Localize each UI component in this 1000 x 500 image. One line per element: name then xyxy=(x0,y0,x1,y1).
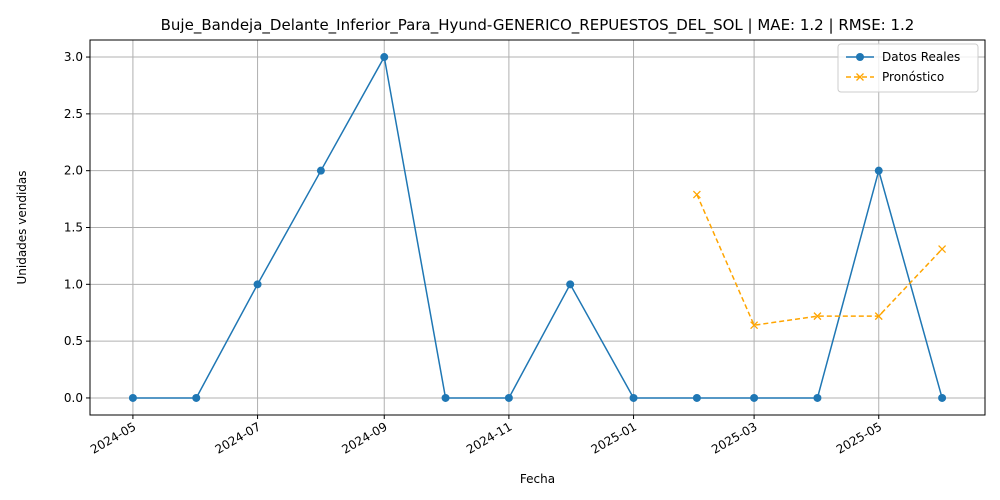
legend-item-pronostico: Pronóstico xyxy=(846,70,944,84)
y-axis-label: Unidades vendidas xyxy=(15,170,29,284)
series-layer xyxy=(128,53,947,402)
data-point xyxy=(192,393,201,402)
y-tick-label: 1.5 xyxy=(64,221,83,235)
legend-item-datos-reales: Datos Reales xyxy=(846,50,960,64)
series-pronostico xyxy=(692,190,947,330)
legend-box xyxy=(837,43,979,93)
data-point xyxy=(938,245,947,254)
data-point xyxy=(253,280,262,289)
x-axis-label: Fecha xyxy=(520,472,555,486)
x-tick-label: 2024-05 xyxy=(88,419,138,456)
data-point xyxy=(938,393,947,402)
data-point xyxy=(813,393,822,402)
x-tick-label: 2025-05 xyxy=(834,419,884,456)
y-tick-label: 1.0 xyxy=(64,277,83,291)
series-line xyxy=(132,54,943,399)
x-tick-label: 2024-09 xyxy=(339,419,389,456)
data-point xyxy=(874,166,883,175)
series-line xyxy=(696,194,943,327)
legend-marker-pronostico xyxy=(856,73,864,81)
x-tick-label: 2025-01 xyxy=(589,419,639,456)
data-point xyxy=(380,53,389,62)
y-tick-label: 0.0 xyxy=(64,391,83,405)
legend: Datos Reales Pronóstico xyxy=(837,43,979,93)
data-point xyxy=(441,393,450,402)
data-point xyxy=(692,393,701,402)
data-point xyxy=(750,321,759,330)
data-point xyxy=(750,393,759,402)
x-tick-label: 2024-11 xyxy=(464,419,514,456)
data-point xyxy=(692,190,701,199)
legend-label-pronostico: Pronóstico xyxy=(882,70,944,84)
data-point xyxy=(316,166,325,175)
legend-label-datos-reales: Datos Reales xyxy=(882,50,960,64)
chart-title: Buje_Bandeja_Delante_Inferior_Para_Hyund… xyxy=(161,16,915,35)
data-point xyxy=(813,312,822,321)
y-tick-label: 2.5 xyxy=(64,107,83,121)
grid xyxy=(90,40,985,415)
data-point xyxy=(504,393,513,402)
data-point xyxy=(629,393,638,402)
data-point xyxy=(874,312,883,321)
legend-marker-datos-reales xyxy=(856,53,864,61)
y-tick-label: 2.0 xyxy=(64,164,83,178)
y-tick-label: 0.5 xyxy=(64,334,83,348)
x-tick-label: 2025-03 xyxy=(709,419,759,456)
x-tick-label: 2024-07 xyxy=(213,419,263,456)
axes xyxy=(86,39,986,419)
tick-labels: 2024-05 2024-07 2024-09 2024-11 2025-01 2025-… xyxy=(64,50,884,457)
series-datos-reales xyxy=(128,53,947,402)
y-tick-label: 3.0 xyxy=(64,50,83,64)
data-point xyxy=(566,280,575,289)
data-point xyxy=(128,393,137,402)
